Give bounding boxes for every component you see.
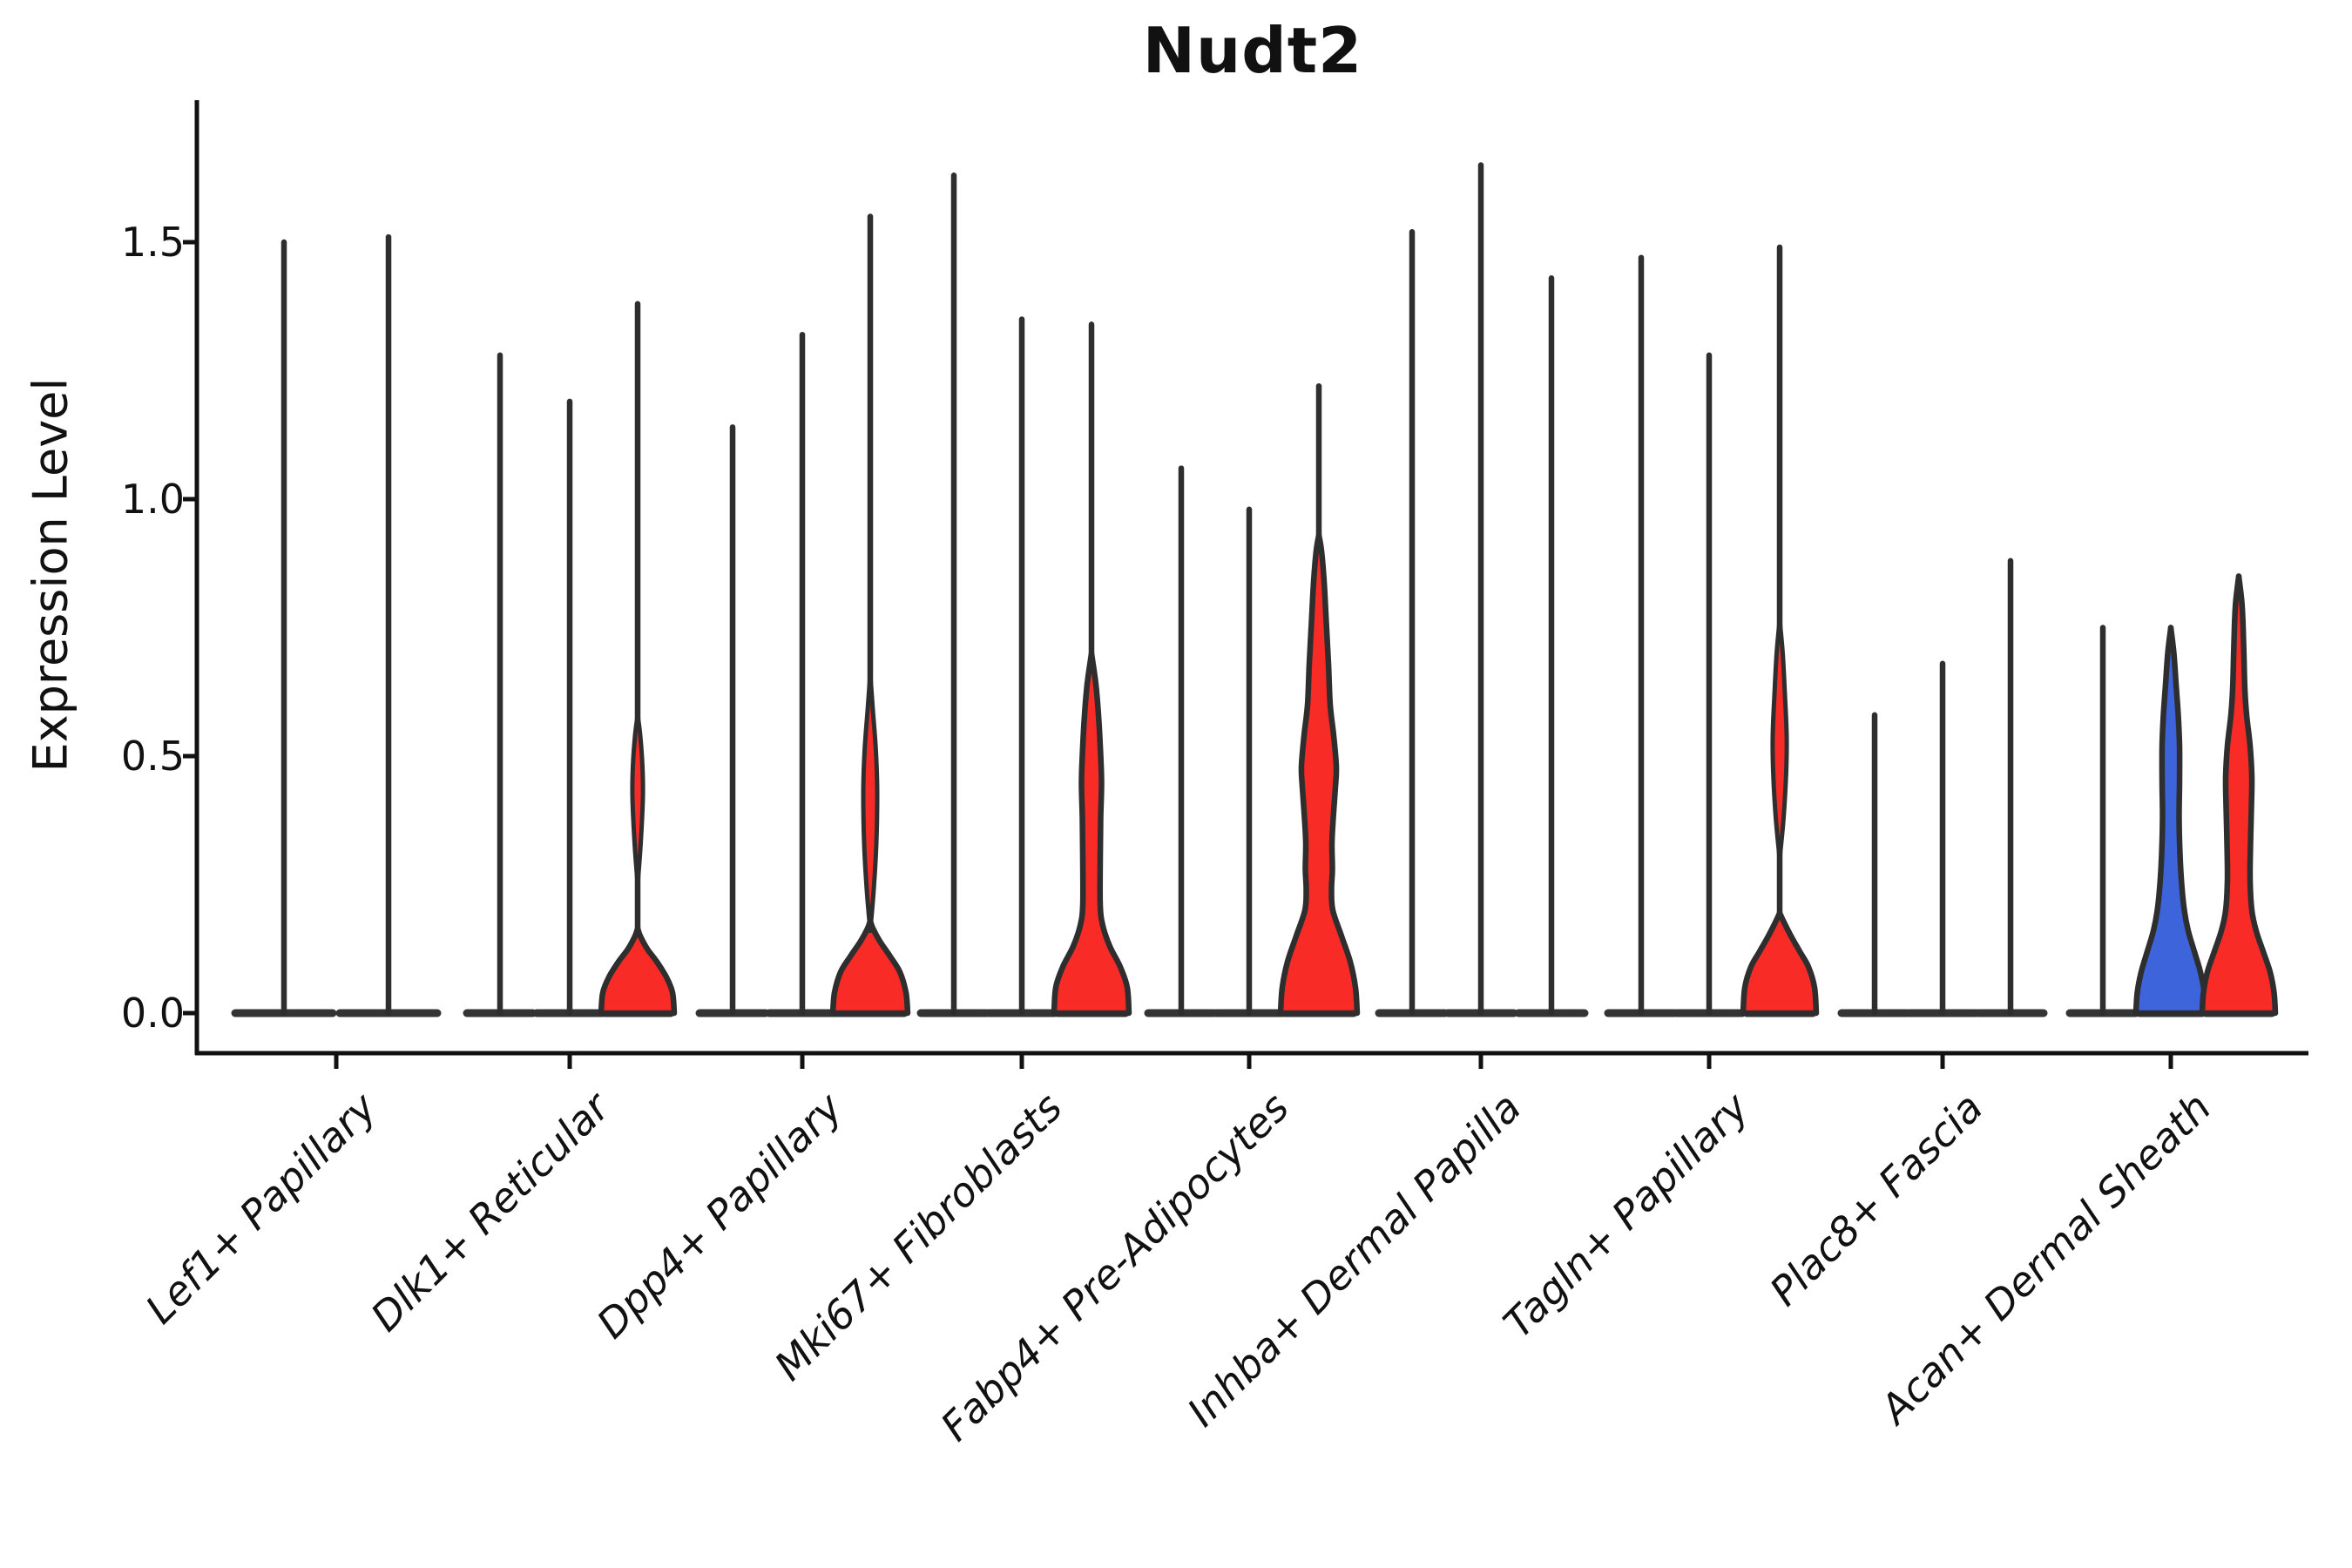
violin-body-red	[1277, 532, 1361, 1017]
y-tick-label: 0.5	[120, 733, 185, 780]
violin-sliver-red	[630, 713, 645, 887]
violin-sliver-red	[861, 672, 880, 934]
violin-blob-red	[598, 925, 678, 1017]
violin-sliver-red	[1770, 618, 1789, 862]
violin-body-red	[1051, 650, 1132, 1017]
violin-blob-red	[829, 917, 911, 1017]
violin-blob-red	[1740, 909, 1820, 1017]
y-tick-label: 0.0	[120, 990, 185, 1037]
chart-title: Nudt2	[1142, 14, 1363, 87]
violin-body-red	[2199, 573, 2279, 1017]
violin-body-blue	[2132, 625, 2209, 1017]
y-tick-label: 1.5	[120, 219, 185, 266]
y-tick-label: 1.0	[120, 476, 185, 523]
